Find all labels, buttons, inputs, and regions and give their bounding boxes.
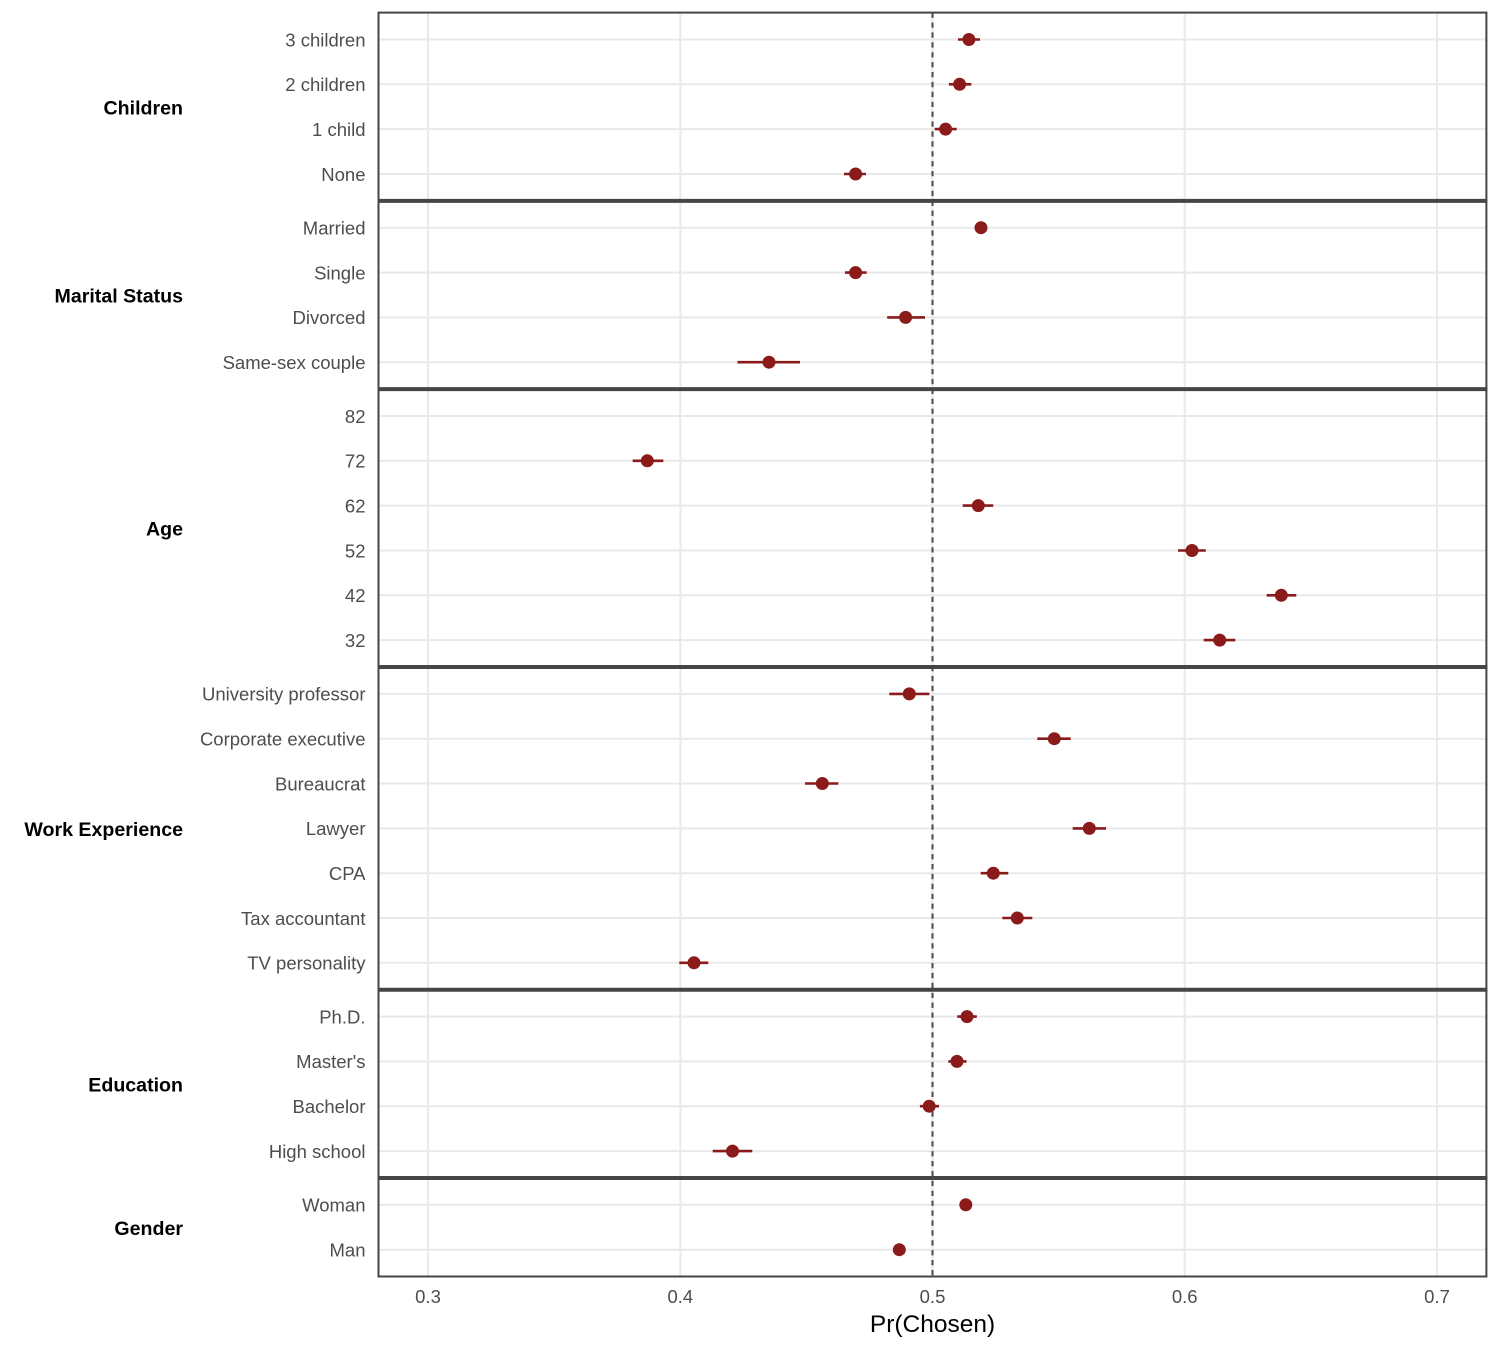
svg-text:Tax accountant: Tax accountant <box>241 908 365 929</box>
svg-text:1 child: 1 child <box>312 119 365 140</box>
svg-text:42: 42 <box>345 585 366 606</box>
svg-text:0.7: 0.7 <box>1424 1286 1450 1307</box>
svg-text:TV personality: TV personality <box>247 953 366 974</box>
svg-text:Divorced: Divorced <box>293 307 366 328</box>
svg-text:Bureaucrat: Bureaucrat <box>275 773 366 794</box>
svg-text:2 children: 2 children <box>285 74 365 95</box>
svg-text:Married: Married <box>303 218 366 239</box>
svg-text:None: None <box>321 164 365 185</box>
svg-text:High school: High school <box>269 1141 366 1162</box>
svg-text:Age: Age <box>146 519 183 541</box>
svg-text:0.3: 0.3 <box>415 1286 441 1307</box>
svg-text:Corporate executive: Corporate executive <box>200 729 366 750</box>
svg-text:Man: Man <box>330 1240 366 1261</box>
svg-text:Work Experience: Work Experience <box>24 819 183 841</box>
svg-text:Master's: Master's <box>296 1051 365 1072</box>
svg-text:Education: Education <box>88 1074 183 1096</box>
svg-text:0.5: 0.5 <box>920 1286 946 1307</box>
svg-text:Bachelor: Bachelor <box>292 1096 365 1117</box>
svg-text:3 children: 3 children <box>285 29 365 50</box>
svg-text:Single: Single <box>314 262 365 283</box>
svg-text:Woman: Woman <box>302 1195 365 1216</box>
svg-text:52: 52 <box>345 540 366 561</box>
svg-text:82: 82 <box>345 406 366 427</box>
svg-text:Children: Children <box>104 97 183 119</box>
svg-text:Lawyer: Lawyer <box>306 818 366 839</box>
svg-text:0.6: 0.6 <box>1172 1286 1198 1307</box>
svg-text:Ph.D.: Ph.D. <box>319 1006 365 1027</box>
svg-text:Same-sex couple: Same-sex couple <box>223 352 366 373</box>
svg-text:62: 62 <box>345 495 366 516</box>
svg-text:0.4: 0.4 <box>667 1286 693 1307</box>
svg-text:32: 32 <box>345 630 366 651</box>
svg-text:CPA: CPA <box>329 863 366 884</box>
svg-text:Gender: Gender <box>114 1218 183 1240</box>
svg-text:72: 72 <box>345 451 366 472</box>
svg-text:Marital Status: Marital Status <box>55 286 184 308</box>
svg-text:University professor: University professor <box>202 684 365 705</box>
svg-text:Pr(Chosen): Pr(Chosen) <box>870 1311 995 1338</box>
